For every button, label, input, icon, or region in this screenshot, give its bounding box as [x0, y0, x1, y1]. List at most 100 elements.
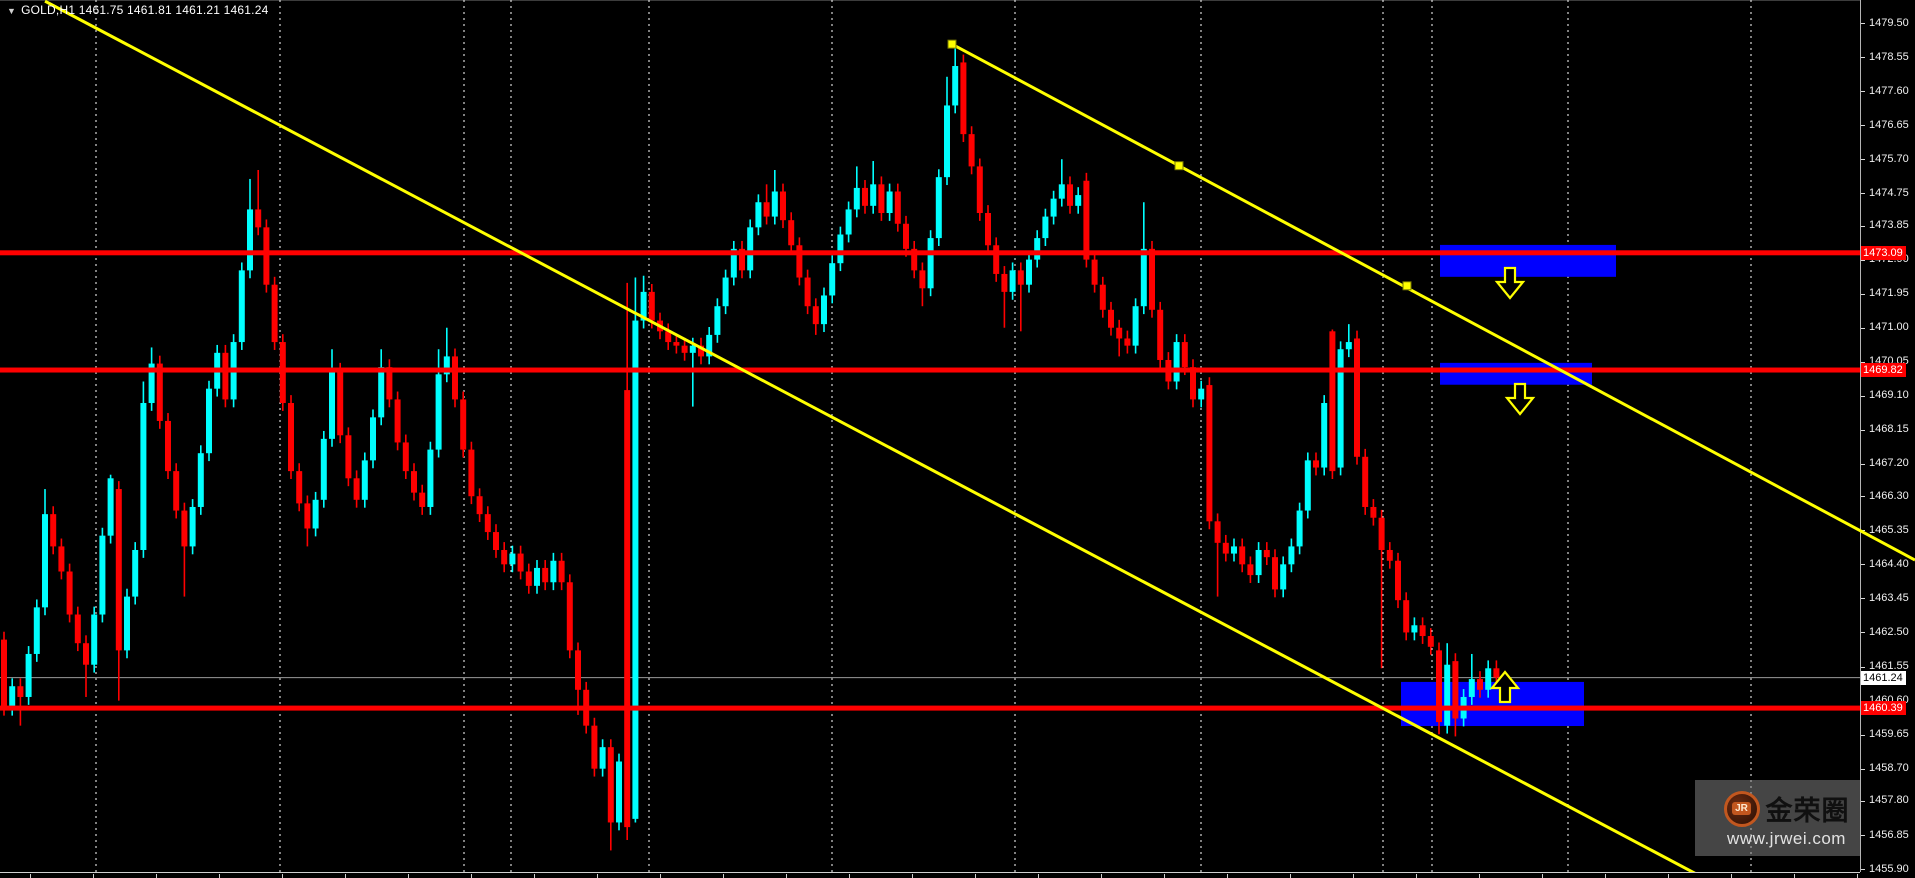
candle-body: [1263, 549, 1270, 558]
candle-body: [894, 191, 901, 224]
candle-body: [1288, 546, 1295, 565]
candle-body: [312, 499, 319, 529]
axis-price-label: 1463.45: [1869, 591, 1909, 604]
time-axis-tick: [30, 874, 31, 878]
time-axis-tick: [597, 874, 598, 878]
candle-body: [944, 105, 950, 178]
candle-body: [698, 345, 704, 357]
axis-price-label: 1458.70: [1869, 762, 1909, 775]
axis-price-label: 1467.20: [1869, 457, 1909, 470]
candle-body: [1493, 668, 1500, 678]
axis-tick: [1861, 429, 1865, 431]
candle-body: [99, 535, 106, 615]
time-axis-tick: [1038, 874, 1039, 878]
candle-body: [968, 134, 975, 167]
candle-body: [66, 571, 73, 615]
down-arrow-icon[interactable]: [1504, 382, 1536, 416]
current-price-tag: 1461.24: [1861, 670, 1906, 685]
candle-body: [534, 567, 540, 586]
candle-body: [1337, 349, 1344, 468]
candle-body: [640, 291, 647, 321]
candle-body: [337, 370, 344, 436]
candle-body: [1239, 546, 1246, 565]
candle-body: [755, 202, 762, 228]
candle-body: [452, 356, 458, 400]
candle-body: [821, 295, 827, 325]
candle-body: [771, 191, 778, 217]
candle-body: [1083, 180, 1090, 260]
candle-body: [665, 331, 672, 343]
candle-body: [599, 747, 606, 769]
time-axis-tick: [1227, 874, 1228, 878]
candle-body: [1099, 284, 1106, 310]
candle-body: [247, 209, 253, 271]
candle-body: [279, 342, 286, 404]
candle-body: [1436, 650, 1442, 723]
candle-body: [1058, 184, 1065, 199]
jr-logo-icon: JR: [1723, 790, 1760, 827]
time-axis-tick: [345, 874, 346, 878]
axis-tick: [1861, 598, 1865, 600]
candle-body: [616, 761, 622, 823]
candle-body: [681, 345, 688, 353]
candle-body: [255, 209, 262, 228]
time-axis-tick: [534, 874, 535, 878]
candle-body: [17, 686, 24, 697]
candle-body: [460, 399, 467, 450]
time-axis-tick: [1353, 874, 1354, 878]
axis-tick: [1861, 800, 1865, 802]
axis-price-label: 1473.85: [1869, 219, 1909, 232]
time-axis-tick: [156, 874, 157, 878]
support-line[interactable]: [0, 705, 1860, 711]
candle-body: [197, 453, 204, 507]
signal-box[interactable]: [1440, 244, 1616, 277]
candle-body: [935, 177, 942, 239]
candle-body: [796, 245, 803, 278]
candle-body: [1108, 309, 1114, 328]
axis-tick: [1861, 125, 1865, 127]
time-axis-tick: [471, 874, 472, 878]
axis-price-label: 1461.55: [1869, 660, 1909, 672]
axis-price-label: 1471.00: [1869, 321, 1909, 334]
signal-box[interactable]: [1401, 681, 1584, 727]
time-axis-tick: [1542, 874, 1543, 878]
candle-body: [386, 367, 393, 400]
candle-body: [132, 549, 139, 597]
candle-body: [804, 277, 811, 307]
candle-body: [33, 607, 40, 654]
candle-body: [1444, 664, 1451, 726]
symbol-dropdown-icon[interactable]: ▼: [7, 6, 17, 16]
candle-body: [394, 399, 401, 443]
price-axis[interactable]: 1479.50 1478.55 1477.60 1476.65 1475.70 1474.…: [1860, 0, 1915, 875]
up-arrow-icon[interactable]: [1489, 670, 1521, 704]
candle-body: [1231, 546, 1237, 554]
resistance-line[interactable]: [0, 250, 1860, 256]
candle-body: [591, 725, 598, 769]
candle-body: [435, 374, 442, 450]
candle-body: [985, 213, 991, 246]
candle-body: [575, 650, 581, 690]
candle-body: [993, 245, 1000, 274]
axis-tick: [1861, 869, 1865, 871]
candle-body: [83, 643, 89, 665]
candle-body: [837, 234, 844, 264]
candle-body: [952, 66, 959, 106]
price-level-tag: 1460.39: [1861, 701, 1906, 716]
axis-price-label: 1468.15: [1869, 423, 1909, 436]
candle-body: [1354, 338, 1360, 457]
candle-body: [411, 471, 417, 493]
candle-body: [443, 356, 450, 375]
signal-box[interactable]: [1440, 362, 1592, 385]
candle-body: [1075, 195, 1082, 206]
candle-body: [1419, 625, 1426, 637]
candle-body: [378, 367, 385, 418]
resistance-line[interactable]: [0, 367, 1860, 373]
candle-body: [288, 403, 294, 472]
candle-body: [1427, 636, 1434, 647]
candle-body: [206, 388, 212, 454]
time-axis-tick: [1857, 874, 1858, 878]
channel-upper[interactable]: [44, 0, 1705, 878]
time-axis[interactable]: [0, 872, 1860, 878]
candle-body: [115, 489, 122, 651]
